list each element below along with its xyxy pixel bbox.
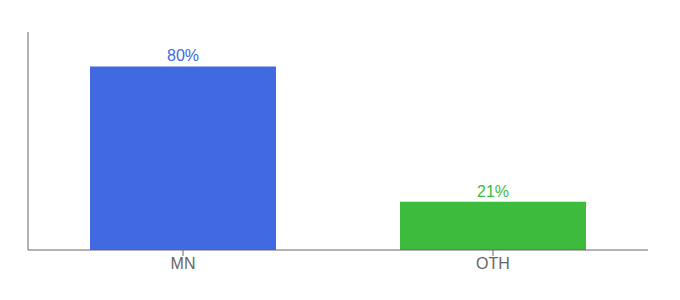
svg-text:MN: MN [171, 255, 196, 272]
svg-text:OTH: OTH [476, 255, 510, 272]
svg-text:21%: 21% [477, 183, 509, 200]
svg-text:80%: 80% [167, 47, 199, 64]
